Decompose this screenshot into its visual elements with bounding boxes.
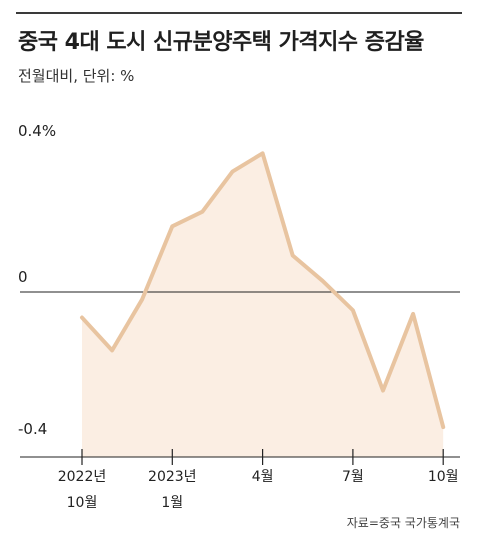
x-tick-label: 1월 <box>161 495 183 511</box>
chart-title: 중국 4대 도시 신규분양주택 가격지수 증감율 <box>18 30 424 55</box>
area-fill <box>82 153 444 458</box>
source-note: 자료=중국 국가통계국 <box>346 516 460 530</box>
chart-subtitle: 전월대비, 단위: % <box>18 67 135 85</box>
x-tick-label: 2023년 <box>148 469 197 485</box>
x-tick-label: 4월 <box>252 469 274 485</box>
series-line <box>80 151 446 430</box>
x-tick-label: 10월 <box>428 469 459 485</box>
y-tick-label: 0.4% <box>18 122 56 140</box>
y-tick-label: -0.4 <box>18 420 47 438</box>
x-tick-label: 7월 <box>342 469 364 485</box>
x-tick-label: 10월 <box>67 495 98 511</box>
top-rule <box>16 12 462 14</box>
x-tick-label: 2022년 <box>58 469 107 485</box>
y-tick-label: 0 <box>18 268 28 286</box>
